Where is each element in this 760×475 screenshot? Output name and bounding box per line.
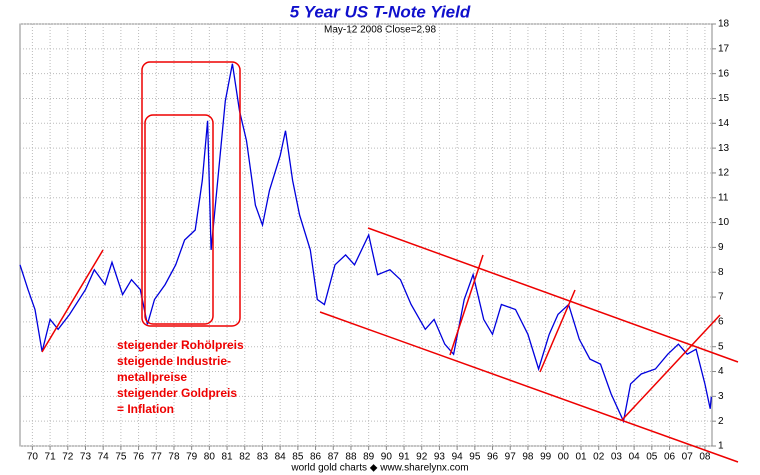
x-tick-label: 04 bbox=[629, 452, 641, 463]
y-tick-label: 15 bbox=[718, 93, 730, 104]
x-tick-label: 94 bbox=[452, 452, 464, 463]
y-tick-label: 3 bbox=[718, 391, 724, 402]
y-tick-label: 10 bbox=[718, 217, 730, 228]
x-tick-label: 88 bbox=[345, 452, 357, 463]
x-tick-label: 74 bbox=[98, 452, 110, 463]
y-tick-label: 18 bbox=[718, 19, 730, 30]
annotation: metallpreise bbox=[117, 370, 187, 384]
channel-line bbox=[367, 227, 739, 363]
x-tick-label: 89 bbox=[363, 452, 375, 463]
x-tick-label: 96 bbox=[487, 452, 499, 463]
annotation: = Inflation bbox=[117, 402, 174, 416]
x-tick-label: 00 bbox=[558, 452, 570, 463]
y-tick-label: 1 bbox=[718, 441, 724, 452]
annotation: steigender Rohölpreis bbox=[117, 338, 244, 352]
highlight-box bbox=[144, 114, 214, 325]
x-tick-label: 84 bbox=[275, 452, 287, 463]
x-tick-label: 78 bbox=[168, 452, 180, 463]
chart-title: 5 Year US T-Note Yield bbox=[290, 2, 471, 21]
annotation: steigender Goldpreis bbox=[117, 386, 237, 400]
highlight-box bbox=[141, 61, 241, 327]
x-tick-label: 82 bbox=[239, 452, 251, 463]
x-tick-label: 06 bbox=[664, 452, 676, 463]
x-tick-label: 97 bbox=[505, 452, 517, 463]
x-tick-label: 03 bbox=[611, 452, 623, 463]
trend-line bbox=[621, 314, 721, 421]
y-tick-label: 5 bbox=[718, 341, 724, 352]
x-tick-label: 73 bbox=[80, 452, 92, 463]
x-tick-label: 71 bbox=[45, 452, 57, 463]
x-tick-label: 07 bbox=[682, 452, 694, 463]
x-tick-label: 70 bbox=[27, 452, 39, 463]
x-tick-label: 79 bbox=[186, 452, 198, 463]
x-tick-label: 77 bbox=[151, 452, 163, 463]
y-tick-label: 7 bbox=[718, 292, 724, 303]
trend-line bbox=[539, 289, 576, 373]
x-tick-label: 92 bbox=[416, 452, 428, 463]
x-tick-label: 98 bbox=[522, 452, 534, 463]
y-tick-label: 17 bbox=[718, 43, 730, 54]
subtitle: May-12 2008 Close=2.98 bbox=[324, 25, 436, 36]
x-tick-label: 91 bbox=[398, 452, 410, 463]
x-tick-label: 86 bbox=[310, 452, 322, 463]
x-tick-label: 81 bbox=[222, 452, 234, 463]
x-tick-label: 01 bbox=[575, 452, 587, 463]
x-tick-label: 72 bbox=[62, 452, 74, 463]
x-tick-label: 87 bbox=[328, 452, 340, 463]
x-tick-label: 08 bbox=[699, 452, 711, 463]
x-tick-label: 85 bbox=[292, 452, 304, 463]
channel-line bbox=[319, 311, 739, 463]
x-tick-label: 95 bbox=[469, 452, 481, 463]
y-tick-label: 16 bbox=[718, 68, 730, 79]
x-tick-label: 05 bbox=[646, 452, 658, 463]
y-tick-label: 11 bbox=[718, 192, 729, 203]
y-tick-label: 13 bbox=[718, 143, 730, 154]
y-tick-label: 8 bbox=[718, 267, 724, 278]
x-tick-label: 80 bbox=[204, 452, 216, 463]
annotations: steigender Rohölpreis steigende Industri… bbox=[41, 61, 739, 463]
trend-line bbox=[41, 249, 104, 353]
x-tick-label: 90 bbox=[381, 452, 393, 463]
y-tick-label: 2 bbox=[718, 416, 724, 427]
line bbox=[19, 63, 712, 424]
y-tick-label: 6 bbox=[718, 317, 724, 328]
y-tick-label: 12 bbox=[718, 168, 730, 179]
y-tick-label: 9 bbox=[718, 242, 724, 253]
x-tick-label: 83 bbox=[257, 452, 269, 463]
x-tick-label: 99 bbox=[540, 452, 552, 463]
y-tick-label: 14 bbox=[718, 118, 730, 129]
y-tick-label: 4 bbox=[718, 366, 724, 377]
annotation: steigende Industrie- bbox=[117, 354, 231, 368]
x-tick-label: 75 bbox=[115, 452, 127, 463]
trend-line bbox=[449, 254, 484, 356]
x-tick-label: 76 bbox=[133, 452, 145, 463]
footer: world gold charts ◆ www.sharelynx.com bbox=[290, 463, 468, 474]
x-tick-label: 02 bbox=[593, 452, 605, 463]
x-tick-label: 93 bbox=[434, 452, 446, 463]
